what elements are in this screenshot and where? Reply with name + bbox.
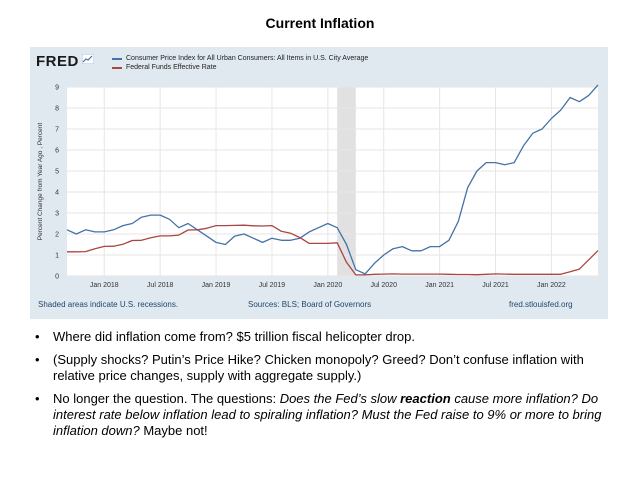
fred-logo: FRED (36, 53, 79, 70)
bullet-text: (Supply shocks? Putin’s Price Hike? Chic… (53, 352, 584, 383)
legend-item-cpi: Consumer Price Index for All Urban Consu… (112, 54, 368, 63)
bullet-text-italic: Does the Fed’s slow (279, 391, 401, 406)
y-tick-label: 3 (55, 211, 59, 218)
y-tick-label: 1 (55, 253, 59, 260)
x-tick-label: Jul 2019 (259, 282, 286, 289)
legend-item-fed-funds: Federal Funds Effective Rate (112, 63, 368, 72)
bullet-item: (Supply shocks? Putin’s Price Hike? Chic… (35, 352, 610, 384)
chart-legend: Consumer Price Index for All Urban Consu… (112, 54, 368, 72)
legend-swatch-cpi (112, 57, 122, 60)
x-tick-label: Jan 2022 (537, 282, 566, 289)
y-tick-label: 5 (55, 169, 59, 176)
bullet-item: No longer the question. The questions: D… (35, 391, 610, 439)
x-tick-label: Jan 2018 (90, 282, 119, 289)
x-tick-label: Jan 2019 (202, 282, 231, 289)
y-tick-label: 8 (55, 106, 59, 113)
source-note: Sources: BLS; Board of Governors (248, 300, 372, 309)
fred-logo-graph-icon (82, 54, 94, 64)
bullet-list: Where did inflation come from? $5 trilli… (35, 329, 610, 446)
bullet-text: Maybe not! (139, 423, 208, 438)
y-tick-label: 4 (55, 190, 59, 197)
recession-shading (337, 87, 356, 276)
y-axis-label: Percent Change from Year Ago , Percent (37, 123, 44, 241)
recession-note: Shaded areas indicate U.S. recessions. (38, 300, 179, 309)
y-tick-label: 6 (55, 148, 59, 155)
fred-chart: FRED Consumer Price Index for All Urban … (30, 47, 608, 319)
x-tick-label: Jul 2020 (371, 282, 398, 289)
y-tick-label: 2 (55, 232, 59, 239)
x-tick-label: Jan 2021 (425, 282, 454, 289)
bullet-text-emphasis: reaction (400, 391, 451, 406)
plot-area: 0 1 2 3 4 5 6 7 8 9 Jan 2018 Jul 2018 Jan 2019 Jul 20… (37, 84, 599, 289)
series-line-cpi (66, 84, 599, 275)
y-tick-label: 7 (55, 127, 59, 134)
bullet-item: Where did inflation come from? $5 trilli… (35, 329, 610, 345)
legend-label-fed-funds: Federal Funds Effective Rate (126, 64, 217, 71)
x-tick-label: Jul 2021 (482, 282, 509, 289)
fred-url: fred.stlouisfed.org (509, 300, 573, 309)
bullet-text: No longer the question. The questions: (53, 391, 280, 406)
series-line-fed-funds (67, 224, 599, 276)
legend-label-cpi: Consumer Price Index for All Urban Consu… (126, 55, 369, 62)
bullet-text: Where did inflation come from? $5 trilli… (53, 329, 416, 344)
x-tick-label: Jul 2018 (147, 282, 174, 289)
chart-footer: Shaded areas indicate U.S. recessions. S… (30, 298, 608, 312)
slide-title: Current Inflation (265, 15, 375, 31)
y-tick-label: 9 (55, 85, 59, 92)
x-tick-label: Jan 2020 (313, 282, 342, 289)
y-tick-label: 0 (55, 274, 59, 281)
plot-background (67, 87, 598, 276)
bullet-text-italic: cause more inflation? Do interest rate b… (53, 391, 602, 438)
legend-swatch-fed-funds (112, 66, 122, 69)
